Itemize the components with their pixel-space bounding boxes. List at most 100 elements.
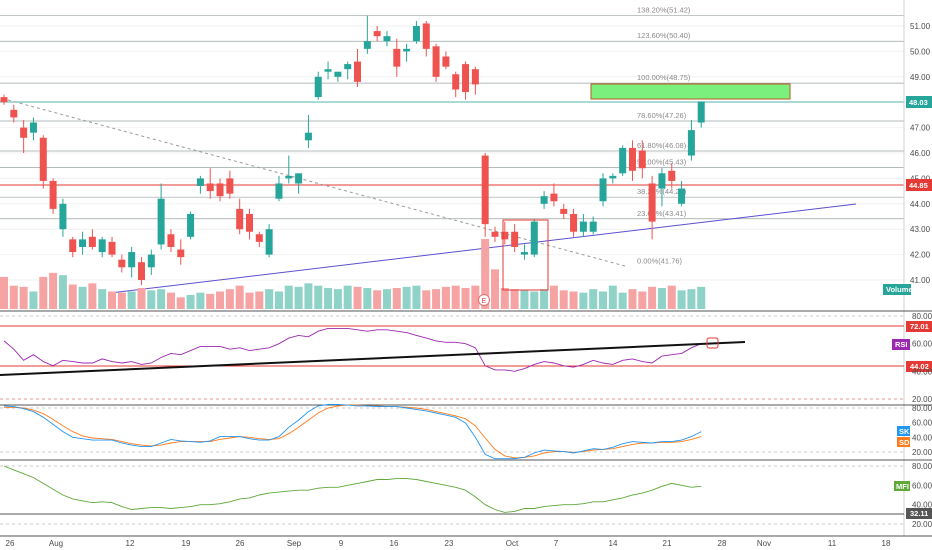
candle-body [658, 173, 666, 189]
candle-body [0, 97, 8, 103]
volume-bar [274, 291, 283, 309]
x-axis-ticks: 26 Aug 12 19 26 Sep 9 16 23 Oct 7 14 21 28 Nov 11 18 [6, 539, 891, 548]
rsi-tick-label: 60.00 [912, 340, 932, 349]
volume-bar [579, 292, 588, 309]
candle-body [314, 76, 322, 98]
volume-bar [373, 290, 382, 309]
volume-bar [284, 285, 293, 309]
rsi-lower-value: 44.02 [910, 362, 929, 371]
candle-body [668, 170, 676, 181]
highlight-box-oct [502, 219, 549, 291]
volume-bar [608, 285, 617, 309]
mfi-panel: MFI 32.11 80.00 60.00 40.00 20.00 [0, 462, 932, 529]
candle-body [648, 183, 656, 222]
x-tick-label: 14 [609, 539, 618, 548]
candle-body [216, 183, 224, 197]
current-price-badge: 48.03 [906, 96, 932, 108]
candle-body [530, 221, 538, 255]
price-tick-label: 43.00 [910, 225, 931, 234]
price-tick-label: 46.00 [910, 149, 931, 158]
volume-bar [618, 292, 627, 309]
volume-bar [530, 291, 539, 309]
candlesticks [0, 15, 705, 286]
rsi-highlight-box [706, 337, 719, 349]
volume-bar [569, 291, 578, 309]
fib-level-label: 61.80%(46.08) [637, 141, 687, 150]
stoch-d-name: SD [899, 438, 910, 447]
candle-body [540, 196, 548, 204]
fib-level-label: 100.00%(48.75) [637, 73, 691, 82]
volume-bar [648, 286, 657, 309]
volume-bar [382, 289, 391, 309]
volume-bar [638, 291, 647, 309]
candle-body [246, 213, 253, 232]
volume-bar [216, 291, 225, 309]
volume-bar [559, 290, 568, 309]
volume-bar [461, 288, 470, 309]
mfi-axis-ticks: 80.00 60.00 40.00 20.00 [912, 462, 932, 529]
x-tick-label: 26 [6, 539, 15, 548]
candle-body [412, 26, 420, 42]
candle-body [295, 173, 303, 184]
fib-level-label: 78.60%(47.26) [637, 111, 687, 120]
volume-bar [117, 292, 126, 309]
candle-body [79, 239, 87, 247]
volume-bars [0, 239, 706, 309]
volume-bar [147, 290, 156, 309]
candle-body [334, 71, 342, 77]
price-tick-label: 50.00 [910, 47, 931, 56]
volume-bar [166, 292, 175, 309]
volume-bar [451, 285, 460, 309]
candle-body [354, 61, 362, 82]
volume-bar [549, 285, 558, 309]
rsi-tick-label: 80.00 [912, 312, 932, 321]
mfi-value-badge: 32.11 [906, 508, 932, 519]
rsi-line [3, 327, 702, 372]
volume-bar [157, 289, 166, 309]
price-tick-label: 41.00 [910, 276, 931, 285]
fib-level-label: 23.60%(43.41) [637, 209, 687, 218]
volume-bar [78, 286, 87, 309]
candle-body [462, 64, 470, 93]
volume-bar [68, 284, 77, 309]
volume-bar [324, 288, 333, 309]
candle-body [589, 221, 597, 232]
candle-body [560, 208, 568, 214]
candle-body [304, 132, 312, 141]
earnings-marker[interactable]: E [478, 294, 490, 306]
stochastic-panel: SK SD 80.00 60.00 40.00 20.00 [0, 403, 932, 460]
volume-bar [304, 283, 313, 309]
mfi-tick-label: 40.00 [912, 501, 932, 510]
mfi-tick-label: 60.00 [912, 481, 932, 490]
candle-body [226, 178, 234, 194]
candle-body [236, 208, 244, 230]
volume-bar [49, 272, 58, 309]
candle-body [39, 137, 47, 181]
volume-bar [206, 293, 215, 309]
descending-trendline [7, 99, 626, 267]
x-tick-label: 26 [236, 539, 245, 548]
fib-level-label: 50.00%(45.43) [637, 157, 687, 166]
green-target-zone [590, 83, 791, 100]
volume-bar [441, 286, 450, 309]
candle-body [59, 203, 67, 230]
candle-body [481, 155, 489, 225]
volume-bar [422, 290, 431, 309]
stoch-tick-label: 20.00 [912, 448, 932, 457]
x-tick-label: 7 [554, 539, 559, 548]
stoch-axis-ticks: 80.00 60.00 40.00 20.00 [912, 404, 932, 457]
candle-body [255, 234, 263, 242]
earnings-marker-label: E [482, 298, 487, 305]
volume-bar [225, 289, 234, 309]
candle-body [344, 64, 352, 70]
mfi-value: 32.11 [910, 509, 928, 518]
volume-bar [657, 288, 666, 309]
candle-body [196, 178, 204, 187]
candle-body [167, 234, 175, 247]
candle-body [383, 36, 391, 42]
stoch-k-name: SK [899, 427, 910, 436]
stoch-k-badge: SK [897, 426, 910, 436]
rsi-panel: 72.01 44.02 RSI 80.00 60.00 40.00 20.00 [0, 312, 932, 404]
